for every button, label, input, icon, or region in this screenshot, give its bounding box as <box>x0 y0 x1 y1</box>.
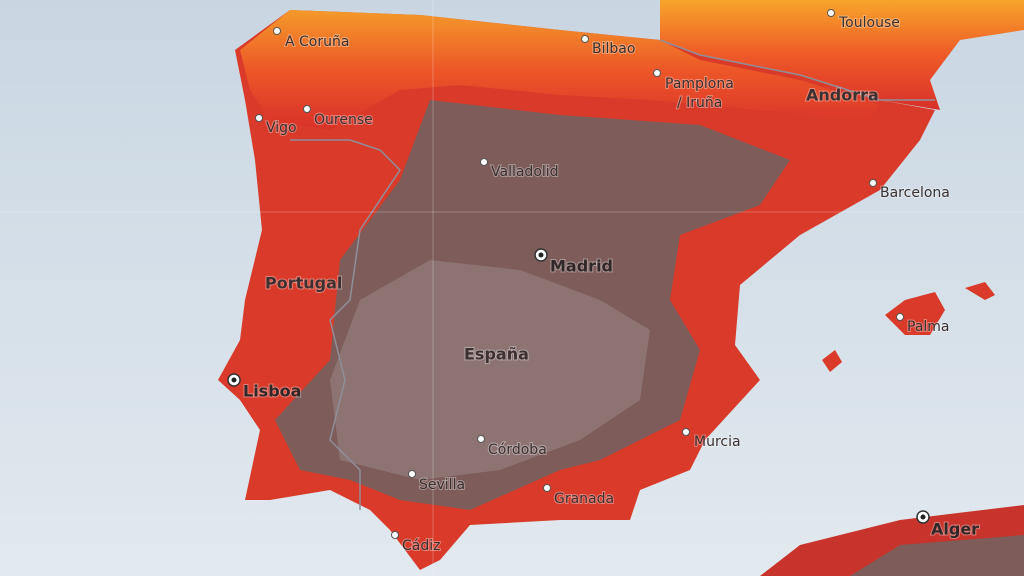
city-dot <box>391 531 399 539</box>
capital-label: Alger <box>931 520 979 539</box>
city-label: Palma <box>907 319 950 335</box>
city-dot <box>303 105 311 113</box>
algeria-inland <box>850 535 1024 576</box>
city-label: Sevilla <box>419 477 465 493</box>
city-label: Bilbao <box>592 41 635 57</box>
meseta <box>330 260 650 480</box>
city-label: / Iruña <box>677 95 722 111</box>
city-label: Pamplona <box>665 76 734 92</box>
city-dot <box>869 179 877 187</box>
city-dot <box>477 435 485 443</box>
city-label: Cádiz <box>402 538 440 554</box>
city-label: Ourense <box>314 112 373 128</box>
country-label: Portugal <box>265 274 342 293</box>
menorca <box>965 282 995 300</box>
france <box>660 0 1024 110</box>
city-dot <box>273 27 281 35</box>
mallorca <box>885 292 945 335</box>
city-label: Granada <box>554 491 614 507</box>
city-dot <box>896 313 904 321</box>
ibiza <box>822 350 842 372</box>
capital-dot <box>538 252 544 258</box>
capital-label: Lisboa <box>243 382 301 401</box>
city-label: Vigo <box>266 120 297 136</box>
city-dot <box>682 428 690 436</box>
border <box>659 39 935 101</box>
northern-highlands <box>240 10 880 130</box>
city-dot <box>653 69 661 77</box>
city-dot <box>255 114 263 122</box>
capital-label: Madrid <box>550 257 613 276</box>
city-dot <box>543 484 551 492</box>
city-label: Murcia <box>694 434 741 450</box>
city-label: Valladolid <box>491 164 559 180</box>
city-label: Córdoba <box>488 442 547 458</box>
city-dot <box>827 9 835 17</box>
border <box>290 139 401 510</box>
city-dot <box>581 35 589 43</box>
city-label: Barcelona <box>880 185 950 201</box>
country-label: España <box>464 345 529 364</box>
country-label: Andorra <box>806 86 879 105</box>
city-label: A Coruña <box>285 34 349 50</box>
capital-dot <box>920 514 926 520</box>
city-dot <box>480 158 488 166</box>
capital-dot <box>231 377 237 383</box>
city-label: Toulouse <box>838 15 900 31</box>
city-dot <box>408 470 416 478</box>
